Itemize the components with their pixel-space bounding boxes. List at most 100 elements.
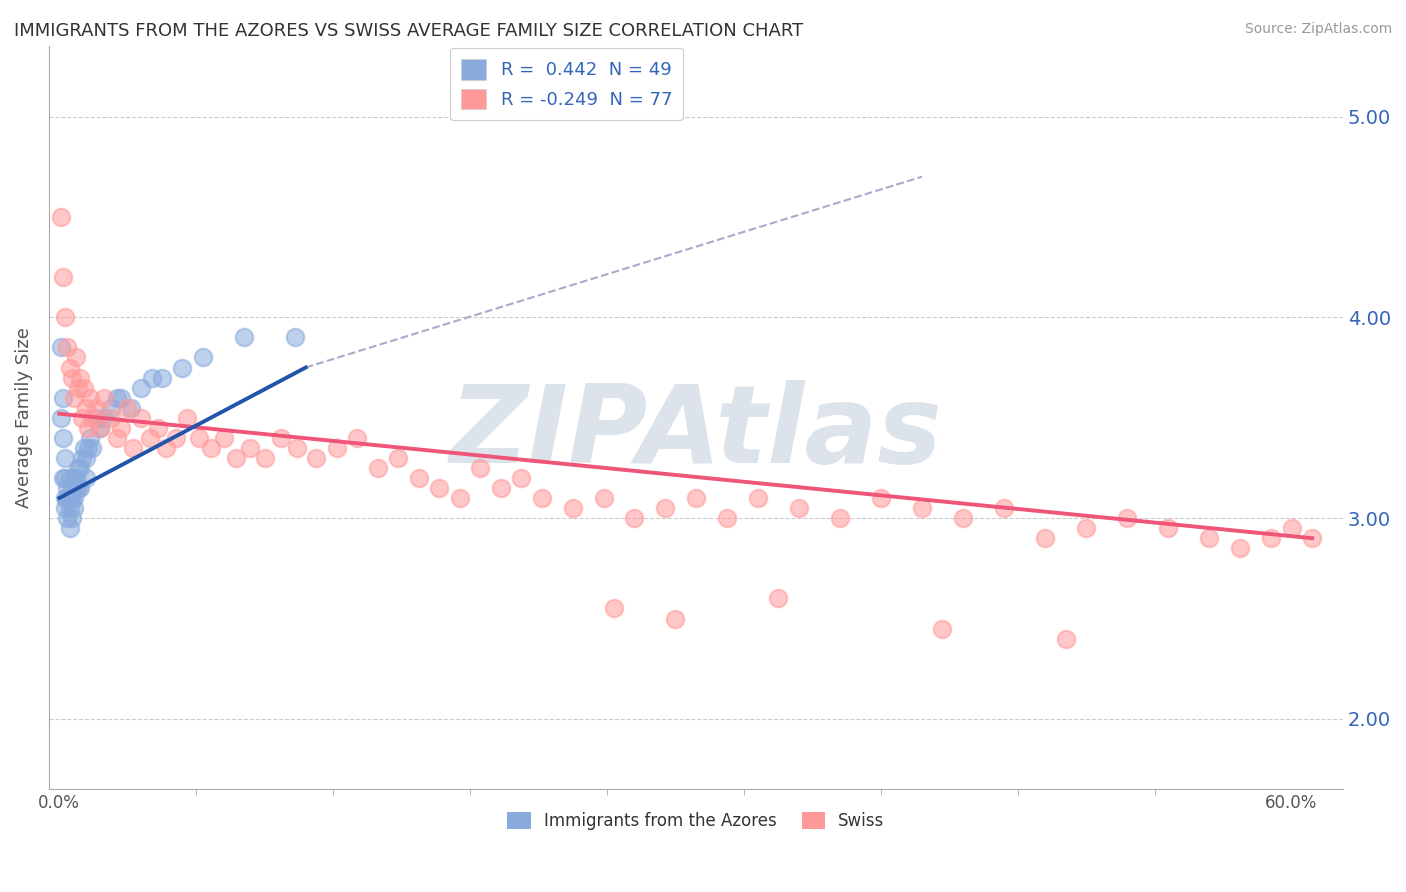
Point <box>510 471 533 485</box>
Point <box>787 501 810 516</box>
Point <box>105 391 128 405</box>
Point <box>191 351 214 365</box>
Point <box>65 471 87 485</box>
Point <box>52 270 75 285</box>
Point <box>69 370 91 384</box>
Point <box>131 381 153 395</box>
Point <box>685 491 707 505</box>
Point <box>200 441 222 455</box>
Point <box>70 450 93 465</box>
Point <box>141 370 163 384</box>
Point <box>66 461 89 475</box>
Point <box>79 391 101 405</box>
Point <box>58 491 80 505</box>
Point <box>1116 511 1139 525</box>
Text: IMMIGRANTS FROM THE AZORES VS SWISS AVERAGE FAMILY SIZE CORRELATION CHART: IMMIGRANTS FROM THE AZORES VS SWISS AVER… <box>14 22 803 40</box>
Point <box>89 421 111 435</box>
Point <box>51 341 73 355</box>
Point <box>1198 531 1220 545</box>
Point <box>1076 521 1098 535</box>
Point <box>869 491 891 505</box>
Point <box>561 501 583 516</box>
Point <box>138 431 160 445</box>
Point <box>73 381 96 395</box>
Point <box>75 450 97 465</box>
Point <box>287 441 309 455</box>
Point <box>1157 521 1180 535</box>
Point <box>84 410 107 425</box>
Point <box>77 441 100 455</box>
Point <box>51 210 73 224</box>
Point <box>82 441 104 455</box>
Point <box>55 310 77 325</box>
Text: Source: ZipAtlas.com: Source: ZipAtlas.com <box>1244 22 1392 37</box>
Point <box>56 481 79 495</box>
Point <box>150 370 173 384</box>
Point <box>60 491 83 505</box>
Point <box>60 370 83 384</box>
Point <box>58 521 80 535</box>
Point <box>931 622 953 636</box>
Point <box>110 421 132 435</box>
Point <box>84 401 107 415</box>
Point <box>239 441 262 455</box>
Point <box>100 401 122 415</box>
Point <box>69 461 91 475</box>
Point <box>1260 531 1282 545</box>
Point <box>55 501 77 516</box>
Point <box>489 481 512 495</box>
Point <box>115 401 138 415</box>
Point <box>52 391 75 405</box>
Point <box>623 511 645 525</box>
Point <box>1301 531 1323 545</box>
Point <box>305 450 328 465</box>
Point <box>427 481 450 495</box>
Point <box>592 491 614 505</box>
Point <box>1033 531 1056 545</box>
Point <box>62 491 84 505</box>
Point <box>1054 632 1077 646</box>
Point <box>51 410 73 425</box>
Point <box>60 481 83 495</box>
Point <box>55 491 77 505</box>
Point <box>172 360 194 375</box>
Point <box>952 511 974 525</box>
Point <box>284 330 307 344</box>
Point <box>70 410 93 425</box>
Point <box>105 431 128 445</box>
Point <box>828 511 851 525</box>
Point <box>55 450 77 465</box>
Point <box>55 471 77 485</box>
Point <box>131 410 153 425</box>
Point <box>93 391 115 405</box>
Point <box>530 491 553 505</box>
Point <box>73 441 96 455</box>
Point <box>155 441 177 455</box>
Point <box>120 401 142 415</box>
Point <box>100 410 122 425</box>
Point <box>66 381 89 395</box>
Point <box>93 410 115 425</box>
Point <box>89 421 111 435</box>
Point <box>176 410 198 425</box>
Point <box>79 431 101 445</box>
Point <box>387 450 409 465</box>
Point <box>664 611 686 625</box>
Point <box>75 471 97 485</box>
Point <box>1229 541 1251 556</box>
Point <box>56 511 79 525</box>
Point <box>58 471 80 485</box>
Point <box>187 431 209 445</box>
Point <box>122 441 145 455</box>
Point <box>408 471 430 485</box>
Point <box>52 431 75 445</box>
Point <box>346 431 368 445</box>
Text: ZIPAtlas: ZIPAtlas <box>450 380 942 485</box>
Point <box>165 431 187 445</box>
Point <box>253 450 276 465</box>
Point <box>449 491 471 505</box>
Point <box>82 410 104 425</box>
Point <box>212 431 235 445</box>
Point <box>77 421 100 435</box>
Point <box>470 461 492 475</box>
